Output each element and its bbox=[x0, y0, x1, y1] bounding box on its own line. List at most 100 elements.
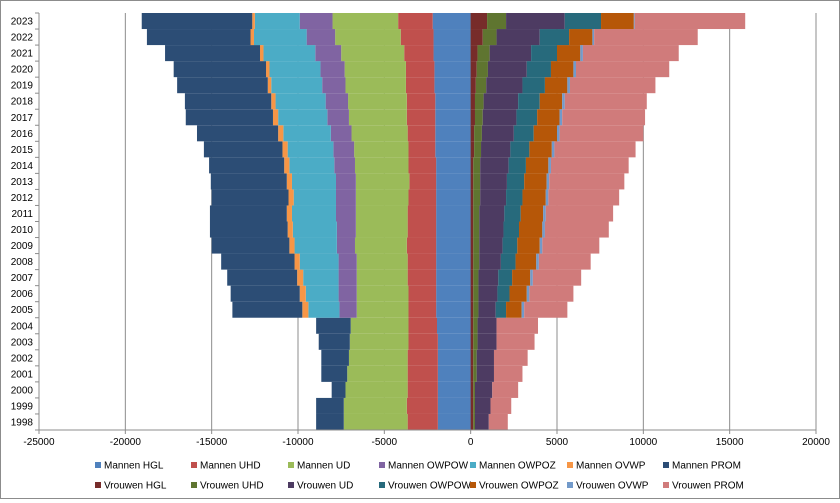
bar-segment bbox=[580, 45, 583, 61]
bar-segment bbox=[562, 109, 645, 125]
bar-segment bbox=[471, 61, 477, 77]
bar-segment bbox=[514, 125, 534, 141]
bar-segment bbox=[297, 270, 303, 286]
bar-segment bbox=[210, 205, 287, 221]
bar-segment bbox=[512, 270, 530, 286]
legend-swatch bbox=[288, 462, 294, 468]
bar-segment bbox=[292, 205, 336, 221]
y-tick-label: 2020 bbox=[11, 65, 34, 76]
bar-segment bbox=[560, 125, 644, 141]
bar-segment bbox=[334, 157, 355, 173]
bar-segment bbox=[545, 77, 567, 93]
bar-segment bbox=[438, 366, 471, 382]
bar-segment bbox=[516, 254, 537, 270]
bar-segment bbox=[349, 109, 407, 125]
bar-segment bbox=[557, 45, 580, 61]
bar-segment bbox=[433, 13, 471, 29]
bar-segment bbox=[438, 382, 471, 398]
legend-label: Mannen HGL bbox=[104, 461, 164, 472]
bar-segment bbox=[480, 189, 506, 205]
bar-segment bbox=[548, 189, 619, 205]
bar-segment bbox=[534, 125, 557, 141]
bar-segment bbox=[288, 222, 293, 238]
bar-segment bbox=[288, 141, 334, 157]
bar-segment bbox=[316, 414, 344, 430]
bar-segment bbox=[438, 350, 471, 366]
bar-segment bbox=[530, 270, 533, 286]
x-tick-label: 20000 bbox=[802, 437, 830, 448]
bar-segment bbox=[501, 254, 516, 270]
bar-segment bbox=[436, 222, 471, 238]
x-tick-label: -10000 bbox=[282, 437, 314, 448]
bar-segment bbox=[524, 302, 567, 318]
bar-segment bbox=[435, 93, 470, 109]
bar-segment bbox=[332, 382, 346, 398]
bar-segment bbox=[434, 29, 471, 45]
bar-segment bbox=[494, 350, 528, 366]
bar-segment bbox=[497, 334, 535, 350]
bar-segment bbox=[551, 157, 629, 173]
bar-segment bbox=[435, 125, 470, 141]
bar-segment bbox=[356, 205, 408, 221]
legend-swatch bbox=[379, 482, 385, 488]
bar-segment bbox=[270, 61, 321, 77]
y-tick-label: 2010 bbox=[11, 225, 34, 236]
bar-segment bbox=[522, 302, 525, 318]
bar-segment bbox=[409, 334, 438, 350]
bar-segment bbox=[518, 93, 540, 109]
bar-segment bbox=[471, 334, 474, 350]
bar-segment bbox=[471, 29, 483, 45]
y-tick-label: 2015 bbox=[11, 145, 34, 156]
bar-segment bbox=[406, 61, 434, 77]
bar-segment bbox=[509, 157, 526, 173]
bar-segment bbox=[434, 77, 470, 93]
bar-segment bbox=[473, 398, 475, 414]
y-tick-label: 2009 bbox=[11, 241, 34, 252]
bar-segment bbox=[506, 189, 522, 205]
legend-swatch bbox=[470, 462, 476, 468]
bar-segment bbox=[336, 205, 356, 221]
bar-segment bbox=[480, 157, 508, 173]
bar-segment bbox=[232, 302, 302, 318]
bar-segment bbox=[471, 318, 474, 334]
bar-segment bbox=[477, 61, 488, 77]
bar-segment bbox=[471, 350, 474, 366]
bar-segment bbox=[483, 109, 517, 125]
bar-segment bbox=[350, 334, 409, 350]
bar-segment bbox=[327, 109, 349, 125]
bar-segment bbox=[283, 125, 330, 141]
bar-segment bbox=[478, 270, 498, 286]
legend-swatch bbox=[663, 462, 669, 468]
bar-segment bbox=[547, 173, 550, 189]
bar-segment bbox=[357, 286, 409, 302]
bar-segment bbox=[510, 141, 529, 157]
bar-segment bbox=[573, 61, 576, 77]
bar-segment bbox=[478, 334, 497, 350]
bar-segment bbox=[434, 61, 470, 77]
bar-segment bbox=[517, 238, 539, 254]
bar-segment bbox=[300, 13, 333, 29]
bar-segment bbox=[552, 141, 555, 157]
bar-segment bbox=[186, 109, 273, 125]
bar-segment bbox=[351, 318, 409, 334]
bar-segment bbox=[473, 270, 478, 286]
bar-segment bbox=[437, 318, 471, 334]
bar-segment bbox=[335, 29, 401, 45]
bar-segment bbox=[494, 366, 522, 382]
y-tick-label: 2016 bbox=[11, 129, 34, 140]
bar-segment bbox=[478, 45, 490, 61]
legend-swatch bbox=[191, 482, 197, 488]
bar-segment bbox=[357, 302, 409, 318]
bar-segment bbox=[542, 238, 599, 254]
bar-segment bbox=[488, 61, 527, 77]
bar-segment bbox=[316, 398, 344, 414]
y-tick-label: 2023 bbox=[11, 17, 34, 28]
bar-segment bbox=[506, 13, 565, 29]
bar-segment bbox=[147, 29, 251, 45]
bar-segment bbox=[434, 45, 471, 61]
bar-segment bbox=[477, 350, 494, 366]
x-tick-label: 10000 bbox=[629, 437, 657, 448]
bar-segment bbox=[315, 45, 341, 61]
legend-label: Mannen UD bbox=[297, 461, 350, 472]
